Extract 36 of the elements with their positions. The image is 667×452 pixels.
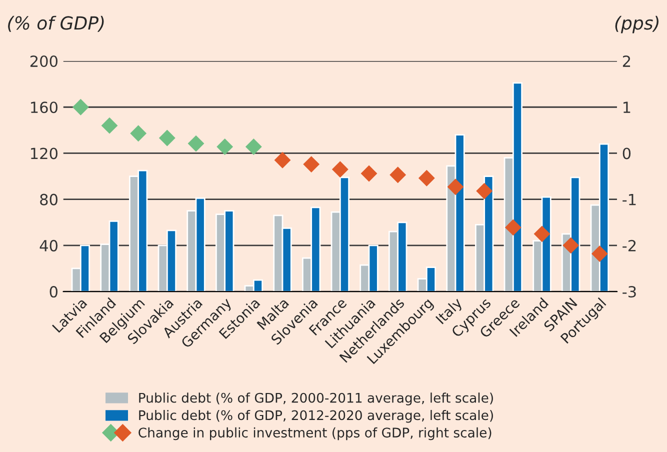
point [188, 135, 204, 152]
y2-axis-title: (pps) [615, 16, 658, 34]
y-tick-label: 160 [31, 102, 58, 114]
legend-label: Change in public investment (pps of GDP, right scale) [138, 427, 492, 440]
point [332, 161, 348, 178]
y-tick-label: 120 [31, 148, 58, 160]
point [418, 170, 435, 186]
y-tick-label: 200 [30, 55, 58, 68]
point [476, 182, 493, 200]
y-tick-label: 40 [40, 240, 58, 252]
point [158, 130, 176, 146]
point [447, 178, 464, 196]
legend-label: Public debt (% of GDP, 2012-2020 average, left scale) [139, 410, 493, 423]
point [534, 226, 550, 242]
y2-tick-label: 2 [622, 55, 630, 67]
point [274, 152, 291, 168]
point [130, 125, 147, 142]
point [360, 165, 378, 182]
point [303, 156, 320, 173]
point [390, 166, 406, 184]
point [504, 219, 522, 236]
point [562, 237, 580, 254]
point [72, 98, 89, 116]
point [591, 246, 608, 262]
y2-tick-label: 1 [624, 102, 630, 113]
point [245, 138, 262, 155]
y2-tick-label: 0 [622, 148, 631, 160]
legend-label: Public debt (% of GDP, 2000-2011 average, left scale) [139, 392, 493, 406]
y2-tick-label: -1 [622, 194, 636, 206]
y2-tick-label: -2 [622, 240, 636, 252]
point [216, 138, 234, 155]
y2-tick-label: -3 [622, 286, 636, 298]
point [101, 117, 118, 134]
y-tick-label: 80 [40, 194, 58, 206]
y-axis-title: (% of GDP) [8, 16, 104, 32]
y-tick-label: 0 [50, 286, 58, 298]
